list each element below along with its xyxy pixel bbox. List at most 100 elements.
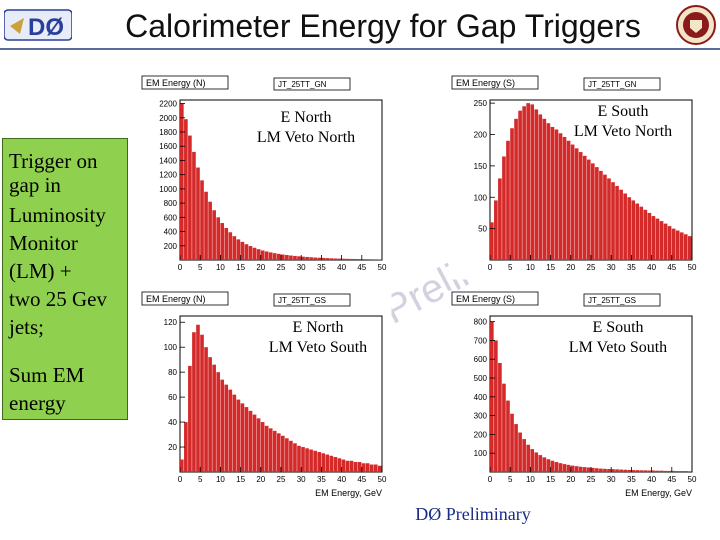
histogram-bin [554, 462, 559, 472]
histogram-bin [325, 258, 330, 260]
histogram-bin [522, 439, 526, 472]
histogram-bin [305, 448, 309, 472]
sidebar-line: jets; [9, 315, 44, 339]
y-tick-label: 100 [474, 193, 488, 202]
histogram-bin [268, 252, 273, 260]
x-axis-label: EM Energy, GeV [625, 488, 692, 498]
x-tick-label: 10 [216, 263, 225, 272]
histogram-bin [494, 340, 498, 472]
trigger-tag: JT_25TT_GS [278, 296, 326, 305]
histogram-bin [333, 457, 338, 472]
histogram-bin [558, 463, 563, 472]
histogram-bin [526, 444, 530, 472]
header: DØ Calorimeter Energy for Gap Triggers [0, 0, 720, 52]
trigger-tag: JT_25TT_GN [278, 80, 327, 89]
y-tick-label: 1200 [159, 171, 177, 180]
sidebar-line: two 25 Gev [9, 287, 107, 311]
histogram-bin [301, 256, 305, 260]
histogram-bin [204, 347, 208, 472]
histogram-bin [377, 465, 382, 472]
histogram-bin [276, 433, 281, 472]
histogram-bin [365, 259, 370, 260]
x-axis-label: EM Energy, GeV [315, 488, 382, 498]
x-tick-label: 5 [508, 263, 513, 272]
histogram-bin [586, 467, 591, 472]
histogram-bin [671, 228, 676, 260]
y-tick-label: 300 [474, 412, 488, 421]
x-tick-label: 40 [337, 475, 346, 484]
histogram-bin [212, 364, 216, 472]
histogram-bin [510, 128, 514, 260]
histogram-bin [281, 435, 285, 472]
histogram-bin [228, 389, 233, 472]
histogram-bin [200, 180, 204, 260]
y-tick-label: 200 [164, 242, 178, 251]
histogram-bin [611, 182, 615, 260]
histogram-bin [683, 471, 688, 472]
x-tick-label: 30 [297, 263, 306, 272]
histogram-bin [264, 251, 269, 260]
x-tick-label: 50 [688, 263, 697, 272]
x-tick-label: 5 [508, 475, 513, 484]
histogram-bin [623, 193, 627, 260]
histogram-bin [675, 230, 680, 260]
histogram-bin [623, 469, 627, 472]
histogram-bin [317, 257, 321, 260]
histogram-bin [611, 469, 615, 472]
histogram-bin [329, 258, 334, 260]
histogram-bin [671, 470, 676, 472]
histogram-bin [341, 258, 346, 260]
histogram-bin [357, 259, 362, 260]
histogram-bin [562, 137, 567, 260]
histogram-south-veto-north: EM Energy (S) JT_25TT_GN 0 5 10 15 20 25 30 35 40 4… [448, 74, 702, 280]
x-tick-label: 0 [178, 475, 183, 484]
histogram-bin [619, 189, 623, 260]
histogram-bin [578, 466, 583, 472]
x-tick-label: 10 [526, 263, 535, 272]
y-tick-label: 100 [164, 343, 178, 352]
x-tick-label: 45 [667, 475, 676, 484]
histogram-bin [534, 452, 539, 472]
histogram-bin [514, 118, 518, 260]
histogram-bin [337, 258, 342, 260]
trigger-description-box: Trigger on gap in Luminosity Monitor (LM… [2, 138, 128, 420]
histogram-bin [293, 255, 297, 260]
histogram-bin [538, 114, 543, 261]
histogram-bin [679, 232, 684, 260]
x-tick-label: 35 [627, 263, 636, 272]
histogram-north-veto-south: EM Energy (N) JT_25TT_GS 0 5 10 15 20 25 30 35 40 4… [138, 290, 392, 512]
histogram-bin [357, 462, 362, 472]
histogram-bin [550, 460, 555, 472]
histogram-bin [506, 140, 510, 260]
y-tick-label: 200 [474, 131, 488, 140]
x-tick-label: 40 [647, 263, 656, 272]
histogram-bin [574, 148, 579, 260]
y-tick-label: 800 [164, 199, 178, 208]
histogram-bin [285, 438, 289, 472]
trigger-tag-box [273, 293, 351, 307]
histogram-bin [659, 470, 664, 472]
histogram-bin [651, 470, 656, 472]
histogram-bin [244, 244, 249, 260]
histogram-bin [305, 256, 309, 260]
x-tick-label: 35 [317, 475, 326, 484]
histogram-bin [663, 223, 668, 260]
histogram-bin [248, 246, 253, 260]
histogram-bin [220, 379, 225, 472]
histogram-bin [530, 104, 535, 261]
histogram-bin [240, 241, 245, 260]
histogram-bin [675, 471, 680, 472]
sidebar-line: Sum EM [9, 363, 85, 387]
histogram-bin [615, 185, 619, 260]
d0-logo-icon: DØ [4, 9, 72, 41]
x-tick-label: 20 [256, 475, 265, 484]
histogram-bin [289, 440, 293, 472]
histogram-bin [353, 259, 358, 260]
histogram-bin [635, 470, 640, 472]
histogram-bin [643, 470, 648, 472]
histogram-bin [236, 399, 241, 472]
histogram-bin [317, 452, 321, 472]
histogram-bin [591, 467, 595, 472]
histogram-bin [377, 259, 382, 260]
y-tick-label: 400 [164, 228, 178, 237]
